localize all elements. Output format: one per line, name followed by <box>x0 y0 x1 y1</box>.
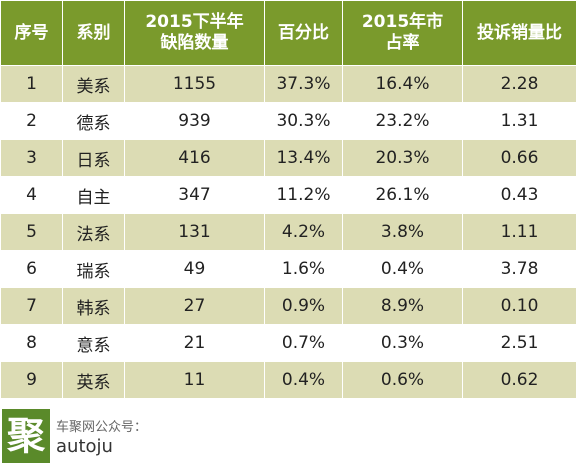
table-cell: 16.4% <box>342 65 463 103</box>
table-row: 3 日系 416 13.4% 20.3% 0.66 <box>0 139 576 177</box>
table-cell: 0.4% <box>264 361 343 399</box>
table-row: 9 英系 11 0.4% 0.6% 0.62 <box>0 361 576 399</box>
header-cell: 百分比 <box>264 0 343 66</box>
table-cell: 0.7% <box>264 324 343 362</box>
table-row: 7 韩系 27 0.9% 8.9% 0.10 <box>0 287 576 325</box>
table-cell: 4 <box>0 176 63 214</box>
table-cell: 11 <box>124 361 265 399</box>
table-cell: 20.3% <box>342 139 463 177</box>
table-cell: 0.3% <box>342 324 463 362</box>
table-cell: 3.78 <box>462 250 576 288</box>
account-label: 车聚网公众号： <box>56 420 148 435</box>
table-row: 5 法系 131 4.2% 3.8% 1.11 <box>0 213 576 251</box>
table-cell: 0.43 <box>462 176 576 214</box>
table-cell: 2 <box>0 102 63 140</box>
table-cell: 9 <box>0 361 63 399</box>
header-cell: 投诉销量比 <box>462 0 576 66</box>
table-cell: 0.10 <box>462 287 576 325</box>
table-cell: 德系 <box>62 102 125 140</box>
table-cell: 131 <box>124 213 265 251</box>
table-cell: 3 <box>0 139 63 177</box>
table-cell: 1.31 <box>462 102 576 140</box>
table-cell: 0.9% <box>264 287 343 325</box>
table-cell: 日系 <box>62 139 125 177</box>
table-cell: 7 <box>0 287 63 325</box>
header-cell: 2015下半年缺陷数量 <box>124 0 265 66</box>
table-cell: 30.3% <box>264 102 343 140</box>
footer: 聚 车聚网公众号： autoju <box>0 406 576 464</box>
table-cell: 韩系 <box>62 287 125 325</box>
table-cell: 1.11 <box>462 213 576 251</box>
table-cell: 416 <box>124 139 265 177</box>
table-cell: 23.2% <box>342 102 463 140</box>
table-header-row: 序号 系别 2015下半年缺陷数量 百分比 2015年市占率 投诉销量比 <box>0 0 576 66</box>
defect-table: 序号 系别 2015下半年缺陷数量 百分比 2015年市占率 投诉销量比 1 美系… <box>0 0 576 399</box>
table-cell: 26.1% <box>342 176 463 214</box>
table-cell: 0.62 <box>462 361 576 399</box>
table-cell: 13.4% <box>264 139 343 177</box>
table-cell: 1.6% <box>264 250 343 288</box>
chejuwang-logo: 聚 <box>2 409 50 463</box>
table-cell: 347 <box>124 176 265 214</box>
table-cell: 21 <box>124 324 265 362</box>
table-cell: 11.2% <box>264 176 343 214</box>
table-cell: 27 <box>124 287 265 325</box>
table-cell: 8.9% <box>342 287 463 325</box>
table-cell: 意系 <box>62 324 125 362</box>
header-cell: 2015年市占率 <box>342 0 463 66</box>
table-row: 1 美系 1155 37.3% 16.4% 2.28 <box>0 65 576 103</box>
table-cell: 瑞系 <box>62 250 125 288</box>
table-cell: 0.66 <box>462 139 576 177</box>
account-id: autoju <box>56 436 113 457</box>
table-cell: 自主 <box>62 176 125 214</box>
table-cell: 0.6% <box>342 361 463 399</box>
table-cell: 2.28 <box>462 65 576 103</box>
header-cell: 系别 <box>62 0 125 66</box>
table-cell: 939 <box>124 102 265 140</box>
table-cell: 4.2% <box>264 213 343 251</box>
table-cell: 1155 <box>124 65 265 103</box>
table-cell: 0.4% <box>342 250 463 288</box>
table-cell: 1 <box>0 65 63 103</box>
table-row: 2 德系 939 30.3% 23.2% 1.31 <box>0 102 576 140</box>
table-cell: 英系 <box>62 361 125 399</box>
table-cell: 49 <box>124 250 265 288</box>
table-cell: 3.8% <box>342 213 463 251</box>
table-cell: 6 <box>0 250 63 288</box>
header-cell: 序号 <box>0 0 63 66</box>
table-cell: 37.3% <box>264 65 343 103</box>
table-cell: 5 <box>0 213 63 251</box>
table-cell: 美系 <box>62 65 125 103</box>
table-cell: 法系 <box>62 213 125 251</box>
table-cell: 8 <box>0 324 63 362</box>
table-row: 6 瑞系 49 1.6% 0.4% 3.78 <box>0 250 576 288</box>
table-cell: 2.51 <box>462 324 576 362</box>
table-row: 8 意系 21 0.7% 0.3% 2.51 <box>0 324 576 362</box>
table-row: 4 自主 347 11.2% 26.1% 0.43 <box>0 176 576 214</box>
